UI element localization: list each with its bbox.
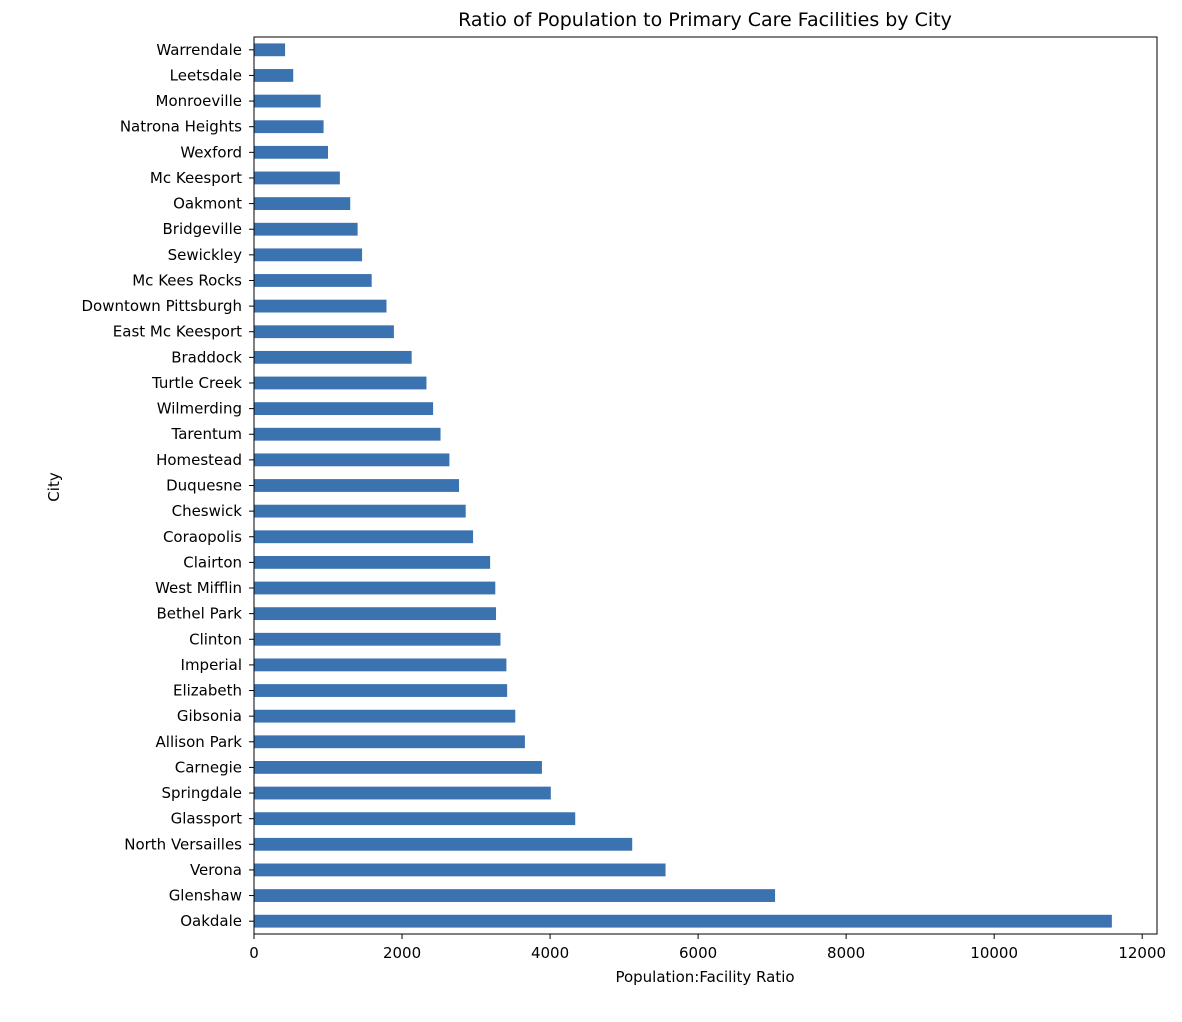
x-tick-label: 12000 — [1118, 944, 1166, 962]
y-tick-label: Springdale — [161, 784, 242, 802]
bar-wilmerding — [254, 402, 434, 416]
x-tick-label: 4000 — [531, 944, 569, 962]
y-tick-label: Glenshaw — [169, 887, 242, 905]
y-tick-label: Carnegie — [175, 758, 242, 776]
bar-coraopolis — [254, 530, 474, 544]
y-tick-label: Verona — [190, 861, 242, 879]
bar-clinton — [254, 632, 501, 646]
y-tick-label: West Mifflin — [155, 579, 242, 597]
bar-imperial — [254, 658, 507, 672]
bar-mc-keesport — [254, 171, 340, 185]
y-tick-label: East Mc Keesport — [113, 323, 242, 341]
x-ticks-group: 0 2000 4000 6000 8000 10000 12000 — [249, 934, 1166, 962]
y-tick-label: Oakdale — [180, 912, 242, 930]
y-tick-label: Clinton — [189, 630, 242, 648]
x-tick-label: 6000 — [679, 944, 717, 962]
y-tick-label: Monroeville — [156, 92, 242, 110]
bar-springdale — [254, 786, 551, 800]
bar-monroeville — [254, 94, 321, 108]
y-tick-label: Turtle Creek — [151, 374, 242, 392]
bar-oakmont — [254, 197, 351, 210]
bar-east-mc-keesport — [254, 325, 394, 339]
x-tick-label: 8000 — [827, 944, 865, 962]
y-tick-label: Duquesne — [166, 477, 242, 495]
bar-bethel-park — [254, 607, 497, 621]
y-tick-label: Mc Keesport — [150, 169, 242, 187]
bar-turtle-creek — [254, 376, 427, 390]
bar-homestead — [254, 453, 450, 467]
y-tick-label: Elizabeth — [173, 682, 242, 700]
y-ticks-group: Warrendale Leetsdale Monroeville Natrona He… — [81, 41, 254, 930]
y-tick-label: Downtown Pittsburgh — [81, 297, 242, 315]
y-tick-label: Oakmont — [173, 195, 242, 213]
bar-cheswick — [254, 504, 466, 518]
y-tick-label: Imperial — [181, 656, 242, 674]
bar-clairton — [254, 555, 491, 569]
y-tick-label: Bridgeville — [162, 220, 242, 238]
bar-gibsonia — [254, 709, 516, 723]
y-tick-label: Wilmerding — [157, 400, 242, 418]
x-axis-label: Population:Facility Ratio — [615, 968, 794, 986]
y-tick-label: Bethel Park — [157, 605, 243, 623]
bar-oakdale — [254, 914, 1112, 928]
y-tick-label: Warrendale — [156, 41, 242, 59]
bar-downtown-pittsburgh — [254, 299, 387, 313]
bar-allison-park — [254, 735, 525, 749]
bar-north-versailles — [254, 837, 633, 851]
x-tick-label: 0 — [249, 944, 259, 962]
x-tick-label: 2000 — [383, 944, 421, 962]
bar-duquesne — [254, 479, 460, 492]
bar-natrona-heights — [254, 120, 324, 134]
y-tick-label: Clairton — [183, 553, 242, 571]
bar-verona — [254, 863, 666, 877]
bar-west-mifflin — [254, 581, 496, 595]
y-tick-label: Cheswick — [172, 502, 243, 520]
y-tick-label: Allison Park — [156, 733, 243, 751]
bar-wexford — [254, 145, 329, 159]
plot-frame — [253, 36, 1158, 935]
y-tick-label: North Versailles — [124, 835, 242, 853]
bar-elizabeth — [254, 684, 508, 697]
y-tick-label: Tarentum — [171, 425, 242, 443]
y-tick-label: Leetsdale — [170, 66, 242, 84]
bar-glassport — [254, 812, 576, 826]
bar-leetsdale — [254, 69, 294, 82]
y-tick-label: Mc Kees Rocks — [132, 271, 242, 289]
y-tick-label: Glassport — [171, 810, 242, 828]
y-tick-label: Coraopolis — [163, 528, 242, 546]
bar-warrendale — [254, 43, 286, 57]
y-tick-label: Braddock — [171, 348, 242, 366]
y-axis-label: City — [45, 472, 63, 502]
bar-carnegie — [254, 761, 542, 774]
x-tick-label: 10000 — [970, 944, 1018, 962]
bar-braddock — [254, 350, 412, 364]
bar-tarentum — [254, 427, 441, 441]
y-tick-label: Wexford — [180, 143, 242, 161]
chart-title: Ratio of Population to Primary Care Faci… — [458, 9, 952, 31]
y-tick-label: Gibsonia — [177, 707, 242, 725]
y-tick-label: Homestead — [156, 451, 242, 469]
y-tick-label: Sewickley — [168, 246, 243, 264]
y-tick-label: Natrona Heights — [120, 118, 242, 136]
bar-glenshaw — [254, 889, 776, 902]
bar-bridgeville — [254, 222, 358, 236]
bar-mc-kees-rocks — [254, 274, 372, 287]
bars-group — [254, 43, 1112, 928]
bar-sewickley — [254, 248, 363, 262]
